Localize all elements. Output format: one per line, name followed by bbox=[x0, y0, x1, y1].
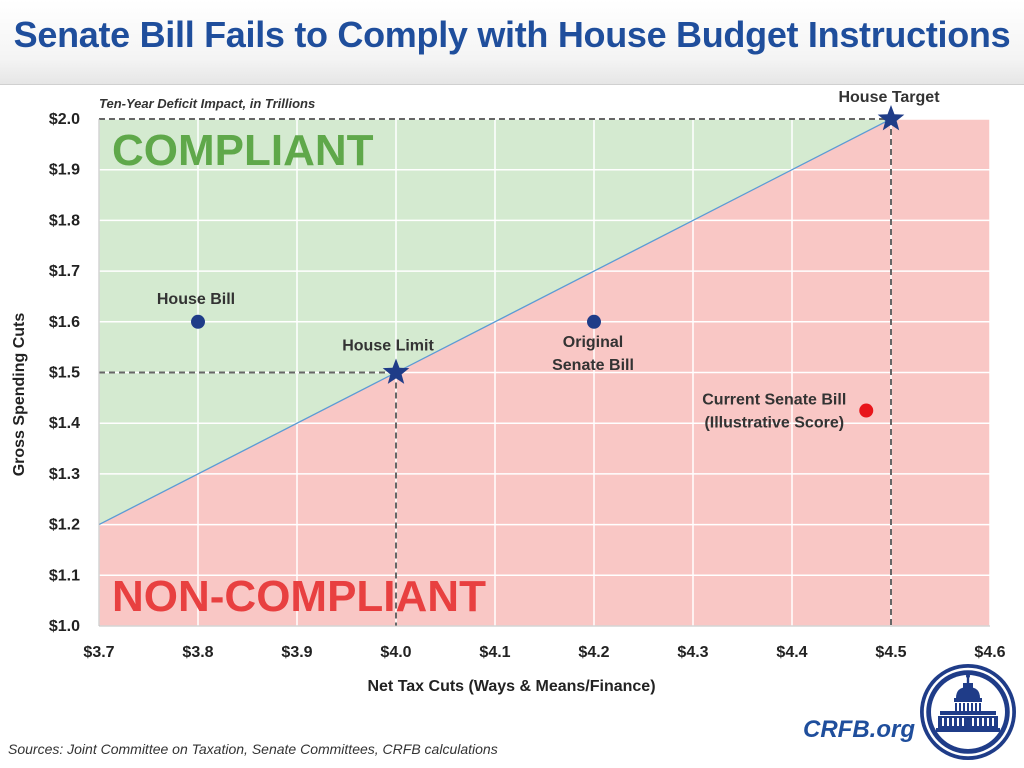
x-tick-label: $4.6 bbox=[974, 644, 1005, 661]
point-label: Current Senate Bill (Illustrative Score) bbox=[702, 392, 846, 432]
y-tick-label: $1.1 bbox=[49, 567, 80, 584]
x-tick-label: $4.2 bbox=[578, 644, 609, 661]
y-tick-label: $2.0 bbox=[49, 111, 80, 128]
y-tick-label: $1.2 bbox=[49, 517, 80, 534]
x-tick-label: $4.0 bbox=[380, 644, 411, 661]
x-tick-label: $3.8 bbox=[182, 644, 213, 661]
y-tick-label: $1.5 bbox=[49, 365, 80, 382]
x-axis-title: Net Tax Cuts (Ways & Means/Finance) bbox=[367, 678, 655, 695]
y-tick-label: $1.7 bbox=[49, 263, 80, 280]
noncompliant-label: NON-COMPLIANT bbox=[112, 572, 486, 621]
y-tick-label: $1.0 bbox=[49, 618, 80, 635]
point-label: House Limit bbox=[342, 338, 434, 355]
brand-link[interactable]: CRFB.org bbox=[803, 716, 915, 743]
x-tick-label: $4.4 bbox=[776, 644, 807, 661]
x-tick-label: $4.5 bbox=[875, 644, 906, 661]
point-marker bbox=[191, 314, 205, 329]
y-tick-label: $1.3 bbox=[49, 466, 80, 483]
x-tick-label: $4.3 bbox=[677, 644, 708, 661]
title-banner: Senate Bill Fails to Comply with House B… bbox=[0, 0, 1024, 85]
y-tick-label: $1.8 bbox=[49, 212, 80, 229]
compliant-label: COMPLIANT bbox=[112, 126, 374, 175]
y-axis-title: Gross Spending Cuts bbox=[11, 313, 28, 477]
star-marker bbox=[382, 358, 410, 384]
x-tick-label: $3.9 bbox=[281, 644, 312, 661]
y-tick-label: $1.6 bbox=[49, 314, 80, 331]
point-label: House Bill bbox=[157, 291, 235, 308]
y-tick-label: $1.4 bbox=[49, 415, 80, 432]
x-tick-label: $3.7 bbox=[83, 644, 114, 661]
x-tick-label: $4.1 bbox=[479, 644, 510, 661]
page-title: Senate Bill Fails to Comply with House B… bbox=[13, 14, 1011, 55]
star-marker bbox=[877, 105, 905, 131]
chart-subtitle: Ten-Year Deficit Impact, in Trillions bbox=[99, 96, 315, 111]
sources-note: Sources: Joint Committee on Taxation, Se… bbox=[8, 741, 498, 757]
point-marker bbox=[587, 314, 601, 329]
point-label: House Target bbox=[838, 89, 940, 106]
compliance-boundary-line bbox=[98, 118, 892, 526]
point-label: Original Senate Bill bbox=[552, 334, 634, 374]
point-marker bbox=[859, 403, 874, 418]
y-tick-label: $1.9 bbox=[49, 162, 80, 179]
capitol-logo-icon bbox=[920, 664, 1016, 760]
